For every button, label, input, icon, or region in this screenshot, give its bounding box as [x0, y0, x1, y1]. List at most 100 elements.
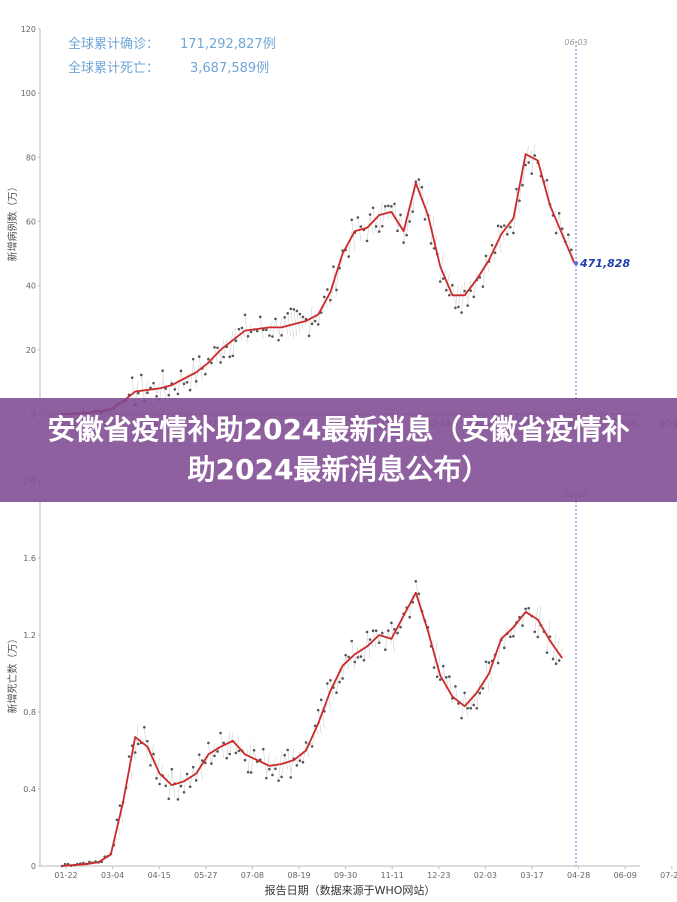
daily-point — [448, 675, 451, 678]
y-tick-label: 100 — [21, 89, 36, 98]
daily-point — [347, 255, 351, 258]
daily-point — [234, 339, 238, 343]
daily-point — [219, 731, 222, 735]
daily-point — [408, 615, 412, 619]
daily-point — [460, 716, 463, 720]
daily-point — [323, 295, 326, 299]
daily-connector — [272, 320, 276, 337]
daily-point — [194, 380, 198, 383]
cursor-value-label: 471,828 — [579, 257, 630, 270]
daily-connector — [330, 285, 334, 301]
daily-point — [557, 659, 561, 662]
daily-point — [390, 205, 393, 208]
daily-point — [262, 328, 265, 332]
y-tick-label: 80 — [26, 153, 36, 162]
daily-point — [466, 304, 469, 307]
daily-connector — [503, 225, 508, 235]
daily-point — [146, 739, 149, 743]
daily-point — [380, 224, 384, 228]
daily-point — [326, 682, 329, 685]
daily-connector — [571, 249, 575, 262]
daily-point — [432, 666, 436, 669]
daily-connector — [317, 710, 322, 735]
daily-point — [265, 776, 268, 780]
daily-point — [387, 629, 390, 632]
daily-connector — [458, 285, 462, 307]
daily-connector — [232, 327, 237, 356]
daily-point — [347, 655, 351, 659]
daily-point — [167, 393, 171, 397]
daily-point — [170, 767, 174, 771]
daily-point — [286, 748, 290, 752]
daily-point — [316, 323, 320, 326]
daily-connector — [561, 228, 566, 239]
daily-point — [152, 381, 155, 385]
daily-connector — [156, 757, 160, 779]
daily-point — [536, 635, 540, 639]
daily-connector — [174, 378, 179, 390]
daily-point — [310, 322, 314, 326]
daily-connector — [183, 374, 188, 384]
daily-point — [225, 756, 228, 760]
daily-point — [237, 327, 241, 331]
daily-point — [530, 172, 533, 175]
daily-point — [472, 703, 476, 707]
daily-point — [365, 630, 369, 634]
daily-connector — [324, 296, 328, 309]
daily-point — [417, 178, 421, 181]
daily-point — [222, 355, 225, 359]
x-tick-label: 05-27 — [194, 871, 217, 880]
daily-point — [283, 316, 286, 319]
daily-point — [295, 764, 299, 767]
confirmed-value: 171,292,827例 — [180, 37, 276, 52]
daily-point — [283, 753, 286, 757]
new-deaths-chart: 00.40.81.21.62.001-2203-0404-1505-2707-0… — [6, 477, 677, 880]
daily-connector — [461, 281, 465, 313]
daily-point — [420, 185, 424, 189]
daily-connector — [336, 666, 340, 693]
daily-point — [204, 372, 207, 376]
daily-connector — [522, 607, 526, 626]
daily-connector — [144, 381, 148, 402]
daily-connector — [388, 630, 392, 644]
daily-point — [481, 687, 485, 690]
daily-point — [280, 775, 283, 779]
daily-point — [207, 741, 210, 745]
daily-point — [313, 724, 317, 728]
daily-point — [454, 685, 457, 688]
daily-connector — [128, 756, 133, 781]
daily-connector — [156, 382, 160, 397]
daily-connector — [494, 242, 499, 253]
daily-point — [557, 211, 561, 215]
daily-connector — [513, 206, 517, 233]
daily-point — [118, 804, 122, 807]
x-tick-label: 08-19 — [287, 871, 310, 880]
daily-point — [176, 798, 180, 801]
daily-point — [469, 706, 473, 710]
daily-point — [268, 334, 271, 337]
daily-connector — [296, 751, 301, 766]
daily-point — [423, 218, 427, 221]
daily-point — [234, 751, 238, 755]
daily-point — [197, 753, 201, 756]
daily-point — [396, 229, 399, 233]
daily-point — [63, 862, 67, 866]
daily-point — [490, 244, 494, 247]
daily-point — [567, 233, 570, 236]
daily-point — [493, 251, 497, 255]
daily-point — [374, 629, 378, 632]
y-axis-label: 新增病例数（万） — [6, 182, 19, 262]
daily-connector — [409, 593, 414, 618]
daily-connector — [491, 245, 496, 261]
daily-connector — [186, 372, 191, 383]
daily-point — [167, 797, 171, 801]
daily-point — [246, 770, 250, 774]
daily-point — [414, 580, 418, 583]
y-tick-label: 1.6 — [23, 554, 36, 563]
daily-point — [445, 288, 448, 292]
daily-connector — [354, 647, 359, 663]
daily-point — [228, 355, 232, 359]
confirmed-label: 全球累计确诊： — [68, 36, 159, 52]
daily-point — [149, 764, 152, 767]
daily-connector — [223, 339, 227, 358]
